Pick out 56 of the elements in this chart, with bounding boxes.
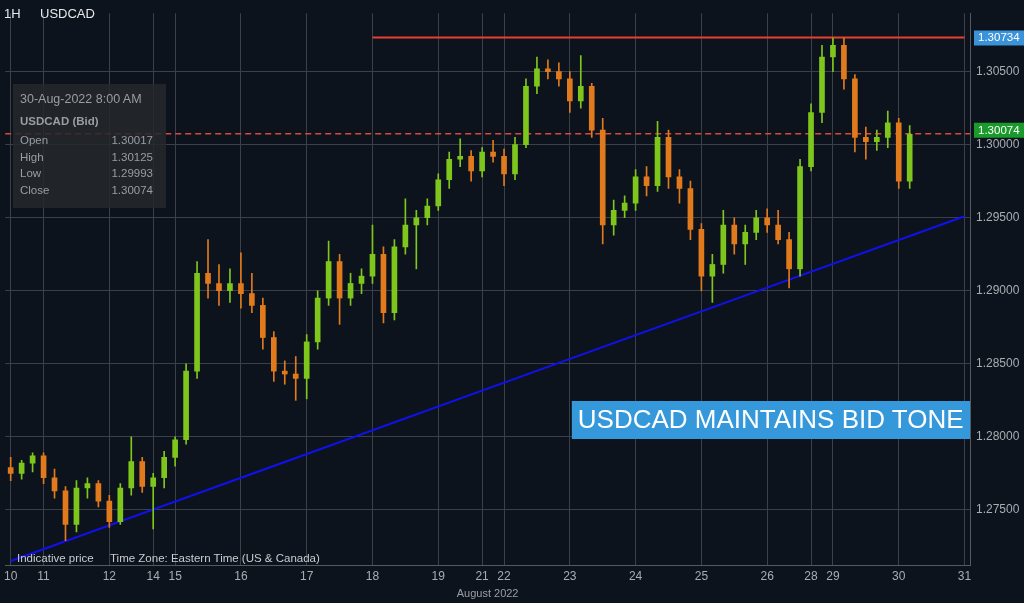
annotation: 1.30017 <box>111 134 153 147</box>
x-tick-label: 23 <box>563 568 577 583</box>
y-tick-label: 1.28000 <box>976 429 1020 444</box>
y-tick-label: 1.30500 <box>976 63 1020 78</box>
x-tick-label: 31 <box>957 568 972 583</box>
annotation: 1.30074 <box>111 183 154 196</box>
annotation: Open <box>20 134 49 147</box>
annotation: 1.29993 <box>111 167 153 180</box>
x-tick-label: 10 <box>3 568 18 583</box>
x-tick-label: 17 <box>300 568 314 583</box>
candlestick <box>216 264 222 306</box>
x-tick-label: 30 <box>892 568 906 583</box>
annotation: 30-Aug-2022 8:00 AM <box>20 92 142 107</box>
candlestick <box>238 252 244 309</box>
candlestick <box>205 239 211 299</box>
x-tick-label: 21 <box>475 568 490 583</box>
candlestick <box>545 59 551 80</box>
annotation: Close <box>20 183 50 196</box>
annotation: USDCAD MAINTAINS BID TONE <box>577 404 964 435</box>
x-tick-label: 22 <box>497 568 512 583</box>
annotation: High <box>20 150 44 163</box>
x-tick-label: 18 <box>365 568 380 583</box>
candlestick <box>150 473 157 530</box>
candlestick <box>490 139 496 163</box>
candlestick <box>227 268 233 303</box>
y-tick-label: 1.30000 <box>976 136 1020 151</box>
candlestick <box>292 356 299 401</box>
x-tick-label: 28 <box>804 568 819 583</box>
x-tick-label: 19 <box>431 568 446 583</box>
candlestick <box>863 126 869 160</box>
annotation: Indicative price <box>17 551 94 564</box>
x-tick-label: 24 <box>628 568 643 583</box>
x-tick-label: 26 <box>760 568 775 583</box>
x-tick-label: 12 <box>102 568 117 583</box>
chart-subtitle: 1H <box>4 5 21 21</box>
annotation: USDCAD (Bid) <box>20 115 99 128</box>
x-tick-label: 15 <box>168 568 183 583</box>
annotation: Time Zone: Eastern Time (US & Canada) <box>110 551 321 564</box>
candlestick <box>457 138 464 167</box>
ref-line-label: 1.30074 <box>978 123 1021 136</box>
candlestick <box>281 360 288 385</box>
annotation: Low <box>20 167 42 180</box>
candlestick <box>873 129 880 151</box>
y-tick-label: 1.29500 <box>976 210 1020 225</box>
x-tick-label: 11 <box>37 568 51 583</box>
x-tick-label: 25 <box>694 568 709 583</box>
chart-title: USDCAD <box>40 5 95 21</box>
text: 1.30734 <box>978 31 1021 44</box>
y-tick-label: 1.28500 <box>976 356 1020 371</box>
y-tick-label: 1.27500 <box>976 502 1020 517</box>
annotation: 1.30125 <box>111 150 153 163</box>
x-tick-label: 14 <box>146 568 161 583</box>
x-tick-label: 29 <box>826 568 840 583</box>
x-tick-label: 16 <box>234 568 248 583</box>
y-tick-label: 1.29000 <box>976 283 1020 298</box>
x-axis-title: August 2022 <box>456 587 519 600</box>
